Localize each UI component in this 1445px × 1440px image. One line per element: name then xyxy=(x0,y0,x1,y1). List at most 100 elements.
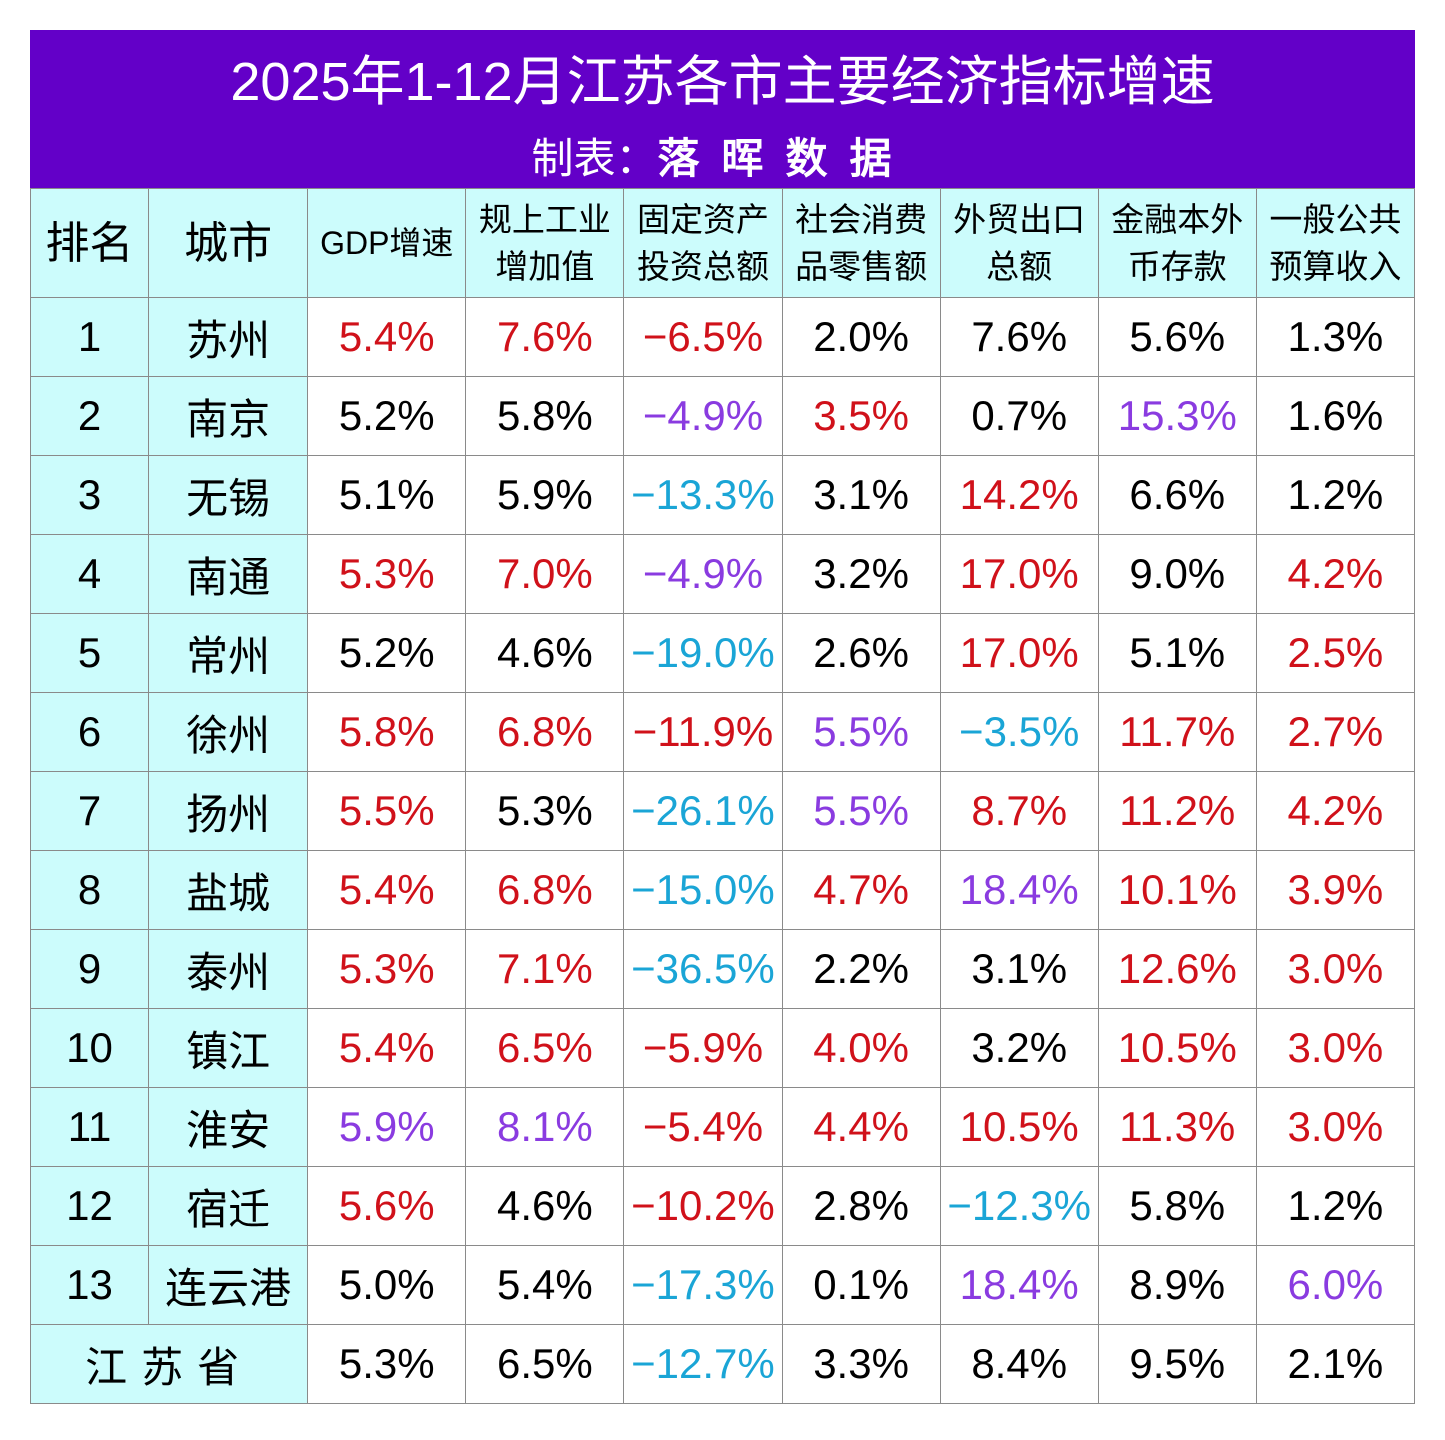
city-cell: 镇江 xyxy=(148,1008,309,1088)
rank-cell: 4 xyxy=(29,534,150,614)
city-cell: 泰州 xyxy=(148,929,309,1009)
data-table-sheet: 2025年1-12月江苏各市主要经济指标增速 制表：落晖数据 排名 城市 GDP… xyxy=(29,30,1416,1404)
budget-revenue-cell: 1.2% xyxy=(1255,1166,1416,1246)
header-line: 增加值 xyxy=(495,248,595,285)
budget-revenue-cell: 2.7% xyxy=(1255,692,1416,772)
credit-line: 制表：落晖数据 xyxy=(30,134,1415,184)
budget-revenue-cell: 2.5% xyxy=(1255,613,1416,693)
rank-cell: 12 xyxy=(29,1166,150,1246)
budget-revenue-cell: 3.0% xyxy=(1255,1008,1416,1088)
col-header-budget-revenue: 一般公共 预算收入 xyxy=(1255,188,1416,298)
fixed-asset-investment-cell: −5.9% xyxy=(623,1008,783,1088)
col-header-city: 城市 xyxy=(148,188,309,298)
export-cell: 7.6% xyxy=(939,297,1099,377)
rank-cell: 2 xyxy=(29,376,150,456)
budget-revenue-cell: 2.1% xyxy=(1255,1324,1416,1404)
table-row: 10 镇江 5.4% 6.5% −5.9% 4.0% 3.2% 10.5% 3.… xyxy=(29,1008,1416,1088)
export-cell: 8.4% xyxy=(939,1324,1099,1404)
col-header-fixed-asset-investment: 固定资产 投资总额 xyxy=(623,188,783,298)
rank-cell: 13 xyxy=(29,1245,150,1325)
rank-cell: 7 xyxy=(29,771,150,851)
industry-cell: 4.6% xyxy=(465,613,625,693)
deposits-cell: 11.7% xyxy=(1097,692,1257,772)
table-row: 12 宿迁 5.6% 4.6% −10.2% 2.8% −12.3% 5.8% … xyxy=(29,1166,1416,1246)
city-cell: 连云港 xyxy=(148,1245,309,1325)
credit-source: 落晖数据 xyxy=(657,135,914,182)
export-cell: 10.5% xyxy=(939,1087,1099,1167)
deposits-cell: 6.6% xyxy=(1097,455,1257,535)
table-row: 11 淮安 5.9% 8.1% −5.4% 4.4% 10.5% 11.3% 3… xyxy=(29,1087,1416,1167)
export-cell: 17.0% xyxy=(939,613,1099,693)
industry-cell: 7.6% xyxy=(465,297,625,377)
header-line: 固定资产 xyxy=(636,201,769,238)
table-row: 9 泰州 5.3% 7.1% −36.5% 2.2% 3.1% 12.6% 3.… xyxy=(29,929,1416,1009)
deposits-cell: 5.1% xyxy=(1097,613,1257,693)
header-line: 规上工业 xyxy=(478,201,611,238)
industry-cell: 5.8% xyxy=(465,376,625,456)
retail-sales-cell: 0.1% xyxy=(781,1245,941,1325)
deposits-cell: 10.5% xyxy=(1097,1008,1257,1088)
table-row: 2 南京 5.2% 5.8% −4.9% 3.5% 0.7% 15.3% 1.6… xyxy=(29,376,1416,456)
fixed-asset-investment-cell: −4.9% xyxy=(623,376,783,456)
retail-sales-cell: 2.2% xyxy=(781,929,941,1009)
table-row: 13 连云港 5.0% 5.4% −17.3% 0.1% 18.4% 8.9% … xyxy=(29,1245,1416,1325)
deposits-cell: 12.6% xyxy=(1097,929,1257,1009)
title-band: 2025年1-12月江苏各市主要经济指标增速 制表：落晖数据 xyxy=(30,30,1415,188)
retail-sales-cell: 3.5% xyxy=(781,376,941,456)
deposits-cell: 5.8% xyxy=(1097,1166,1257,1246)
city-cell: 盐城 xyxy=(148,850,309,930)
budget-revenue-cell: 1.3% xyxy=(1255,297,1416,377)
export-cell: 14.2% xyxy=(939,455,1099,535)
table-row: 3 无锡 5.1% 5.9% −13.3% 3.1% 14.2% 6.6% 1.… xyxy=(29,455,1416,535)
fixed-asset-investment-cell: −19.0% xyxy=(623,613,783,693)
export-cell: −3.5% xyxy=(939,692,1099,772)
export-cell: 0.7% xyxy=(939,376,1099,456)
header-line: 预算收入 xyxy=(1269,248,1402,285)
fixed-asset-investment-cell: −15.0% xyxy=(623,850,783,930)
industry-cell: 6.8% xyxy=(465,692,625,772)
header-line: 总额 xyxy=(986,248,1053,285)
gdp-cell: 5.3% xyxy=(307,1324,467,1404)
deposits-cell: 10.1% xyxy=(1097,850,1257,930)
industry-cell: 6.8% xyxy=(465,850,625,930)
table-row: 4 南通 5.3% 7.0% −4.9% 3.2% 17.0% 9.0% 4.2… xyxy=(29,534,1416,614)
deposits-cell: 11.3% xyxy=(1097,1087,1257,1167)
gdp-cell: 5.0% xyxy=(307,1245,467,1325)
retail-sales-cell: 2.0% xyxy=(781,297,941,377)
fixed-asset-investment-cell: −17.3% xyxy=(623,1245,783,1325)
gdp-cell: 5.6% xyxy=(307,1166,467,1246)
budget-revenue-cell: 1.6% xyxy=(1255,376,1416,456)
fixed-asset-investment-cell: −6.5% xyxy=(623,297,783,377)
deposits-cell: 9.0% xyxy=(1097,534,1257,614)
gdp-cell: 5.2% xyxy=(307,376,467,456)
indicator-table: 排名 城市 GDP增速 规上工业 增加值 固定资产 投资总额 社会消费 品零售额 外贸… xyxy=(29,188,1416,1404)
fixed-asset-investment-cell: −26.1% xyxy=(623,771,783,851)
header-line: 品零售额 xyxy=(795,248,928,285)
col-header-industry: 规上工业 增加值 xyxy=(465,188,625,298)
industry-cell: 4.6% xyxy=(465,1166,625,1246)
export-cell: 18.4% xyxy=(939,1245,1099,1325)
city-cell: 南通 xyxy=(148,534,309,614)
export-cell: 18.4% xyxy=(939,850,1099,930)
page-title: 2025年1-12月江苏各市主要经济指标增速 xyxy=(230,52,1215,112)
export-cell: 3.2% xyxy=(939,1008,1099,1088)
budget-revenue-cell: 3.0% xyxy=(1255,929,1416,1009)
header-line: 投资总额 xyxy=(636,248,769,285)
gdp-cell: 5.4% xyxy=(307,850,467,930)
retail-sales-cell: 4.7% xyxy=(781,850,941,930)
rank-cell: 9 xyxy=(29,929,150,1009)
retail-sales-cell: 2.6% xyxy=(781,613,941,693)
deposits-cell: 15.3% xyxy=(1097,376,1257,456)
table-header-row: 排名 城市 GDP增速 规上工业 增加值 固定资产 投资总额 社会消费 品零售额 外贸… xyxy=(29,188,1416,298)
header-line: 币存款 xyxy=(1127,248,1227,285)
budget-revenue-cell: 3.9% xyxy=(1255,850,1416,930)
retail-sales-cell: 3.2% xyxy=(781,534,941,614)
rank-cell: 1 xyxy=(29,297,150,377)
budget-revenue-cell: 4.2% xyxy=(1255,771,1416,851)
rank-cell: 6 xyxy=(29,692,150,772)
export-cell: 17.0% xyxy=(939,534,1099,614)
deposits-cell: 5.6% xyxy=(1097,297,1257,377)
gdp-cell: 5.4% xyxy=(307,1008,467,1088)
gdp-cell: 5.8% xyxy=(307,692,467,772)
col-header-deposits: 金融本外 币存款 xyxy=(1097,188,1257,298)
